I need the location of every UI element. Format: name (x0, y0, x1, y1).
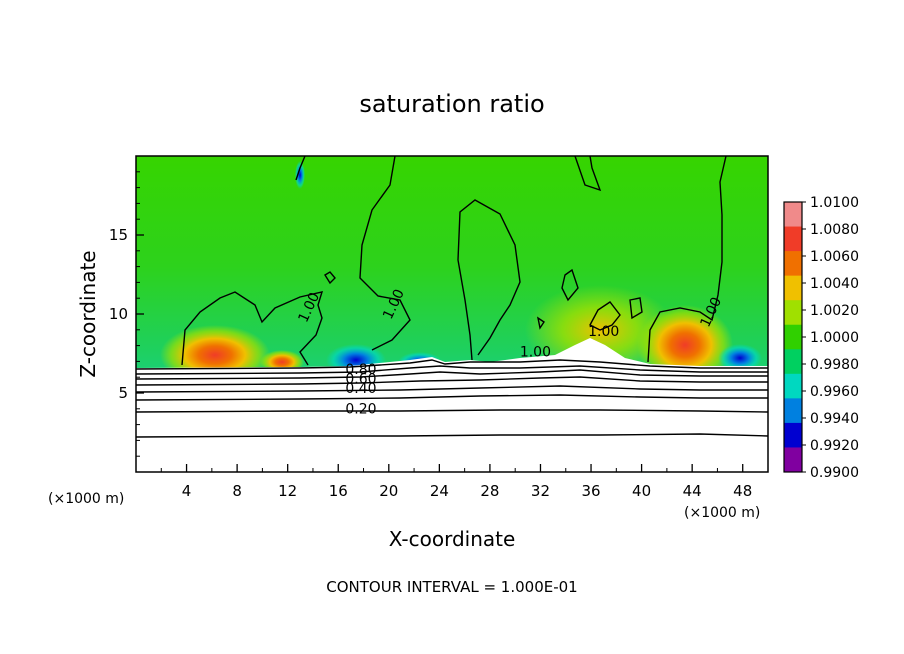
contour-line-4 (359, 156, 411, 351)
colorbar-swatch-10 (784, 447, 802, 473)
contour-line-10 (629, 297, 643, 320)
colorbar-label-3: 1.0040 (810, 276, 859, 292)
contour-label-3: 1.00 (588, 324, 619, 340)
contour-label-6: 0.60 (345, 372, 376, 388)
contour-line-17 (136, 394, 768, 401)
x-tick-label-2: 12 (278, 482, 297, 500)
colorbar-label-0: 1.0100 (810, 195, 859, 211)
x-tick-label-9: 40 (632, 482, 651, 500)
x-axis: 4 8 12 16 20 24 28 32 36 40 44 48 (160, 464, 752, 500)
colorbar-swatch-5 (784, 324, 802, 350)
contour-line-9 (589, 301, 621, 331)
y-tick-label-1: 10 (109, 305, 128, 323)
colorbar-label-8: 0.9940 (810, 411, 859, 427)
x-tick-label-4: 20 (379, 482, 398, 500)
x-tick-label-7: 32 (531, 482, 550, 500)
chart-title: saturation ratio (359, 90, 544, 118)
x-tick-label-3: 16 (329, 482, 348, 500)
colorbar-label-1: 1.0080 (810, 222, 859, 238)
x-unit-left: (×1000 m) (48, 491, 124, 507)
contour-line-5 (457, 199, 521, 361)
contour-label-7: 0.40 (345, 381, 376, 397)
colorbar-label-7: 0.9960 (810, 384, 859, 400)
x-unit-right: (×1000 m) (684, 505, 760, 521)
x-tick-label-1: 8 (232, 482, 242, 500)
colorbar-label-10: 0.9900 (810, 465, 859, 481)
contour-lines (136, 156, 768, 438)
contour-interval-note: CONTOUR INTERVAL = 1.000E-01 (326, 578, 577, 596)
contour-line-16 (136, 385, 768, 393)
colorbar-label-4: 1.0020 (810, 303, 859, 319)
contour-line-15 (136, 376, 768, 386)
x-tick-label-5: 24 (430, 482, 449, 500)
contour-line-18 (136, 409, 768, 413)
contour-line-11 (647, 156, 727, 363)
saturation-field: 1.00 1.001.001.001.000.800.600.400.20 (136, 156, 768, 472)
colorbar-label-6: 0.9980 (810, 357, 859, 373)
colorbar-swatch-9 (784, 422, 802, 448)
contour-line-12 (136, 359, 768, 370)
colorbar-label-5: 1.0000 (810, 330, 859, 346)
contour-label-5: 0.80 (345, 362, 376, 378)
colorbar-swatch-1 (784, 226, 802, 252)
colorbar-swatch-2 (784, 251, 802, 277)
y-tick-label-2: 15 (109, 226, 128, 244)
colorbar-swatch-8 (784, 398, 802, 424)
contour-line-1 (181, 291, 324, 366)
contour-line-8 (536, 316, 545, 330)
colorbar-swatch-3 (784, 275, 802, 301)
cold-anomaly-3 (718, 344, 762, 372)
y-axis: 5 10 15 (109, 171, 144, 457)
colorbar-swatch-0 (784, 202, 802, 228)
y-tick-label-0: 5 (118, 384, 128, 402)
contour-line-14 (136, 369, 768, 380)
colorbar-swatch-4 (784, 300, 802, 326)
contour-line-3 (295, 156, 306, 181)
colorbar: 1.0100 1.0080 1.0060 1.0040 1.0020 1.0000 0.99… (783, 195, 859, 481)
contour-line-2 (324, 271, 336, 285)
colorbar-swatch-6 (784, 349, 802, 375)
x-axis-label: X-coordinate (389, 527, 516, 551)
x-tick-label-11: 48 (733, 482, 752, 500)
x-tick-label-0: 4 (182, 482, 192, 500)
contour-line-7 (561, 268, 579, 302)
contour-line-6 (574, 156, 602, 192)
colorbar-label-2: 1.0060 (810, 249, 859, 265)
contour-line-19 (136, 433, 768, 438)
contour-label-8: 0.20 (345, 402, 376, 418)
colorbar-label-9: 0.9920 (810, 438, 859, 454)
contour-line-13 (136, 365, 768, 375)
y-axis-label: Z-coordinate (76, 250, 100, 377)
cold-anomaly-top (295, 161, 305, 189)
terrain (136, 338, 768, 472)
x-tick-label-8: 36 (581, 482, 600, 500)
x-tick-label-6: 28 (480, 482, 499, 500)
x-tick-label-10: 44 (683, 482, 702, 500)
contour-label-2: 1.00 (520, 345, 551, 361)
colorbar-swatch-7 (784, 373, 802, 399)
